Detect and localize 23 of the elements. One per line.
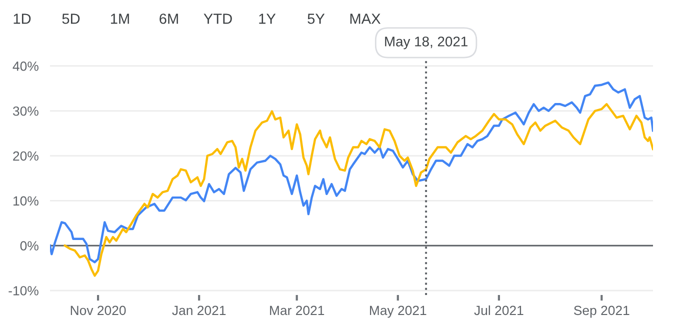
y-tick-label: 10% [13, 196, 38, 206]
ref-line-label: May 18, 2021 [385, 36, 468, 50]
x-tick-label: Jan 2021 [172, 306, 226, 316]
x-tick-label: Nov 2020 [70, 306, 126, 316]
text: 1Y [259, 14, 276, 24]
text: MAX [350, 14, 380, 24]
text: 5Y [308, 14, 325, 24]
line-series [50, 81, 653, 264]
y-tick-label: 40% [12, 62, 38, 71]
y-tick-label: 0% [20, 241, 38, 251]
line-series [64, 103, 653, 277]
x-tick-label: Mar 2021 [270, 306, 324, 316]
text: 1D [14, 14, 31, 24]
y-tick-label: -10% [8, 286, 38, 296]
x-tick-label: Jul 2021 [474, 305, 524, 316]
text: 1M [110, 14, 129, 24]
x-tick-label: Sep 2021 [574, 306, 630, 318]
text: YTD [204, 14, 232, 24]
text: 5D [62, 14, 80, 24]
y-tick-label: 30% [12, 106, 38, 116]
x-tick-label: May 2021 [370, 306, 426, 318]
y-tick-label: 20% [13, 151, 38, 161]
text: 6M [160, 14, 178, 24]
